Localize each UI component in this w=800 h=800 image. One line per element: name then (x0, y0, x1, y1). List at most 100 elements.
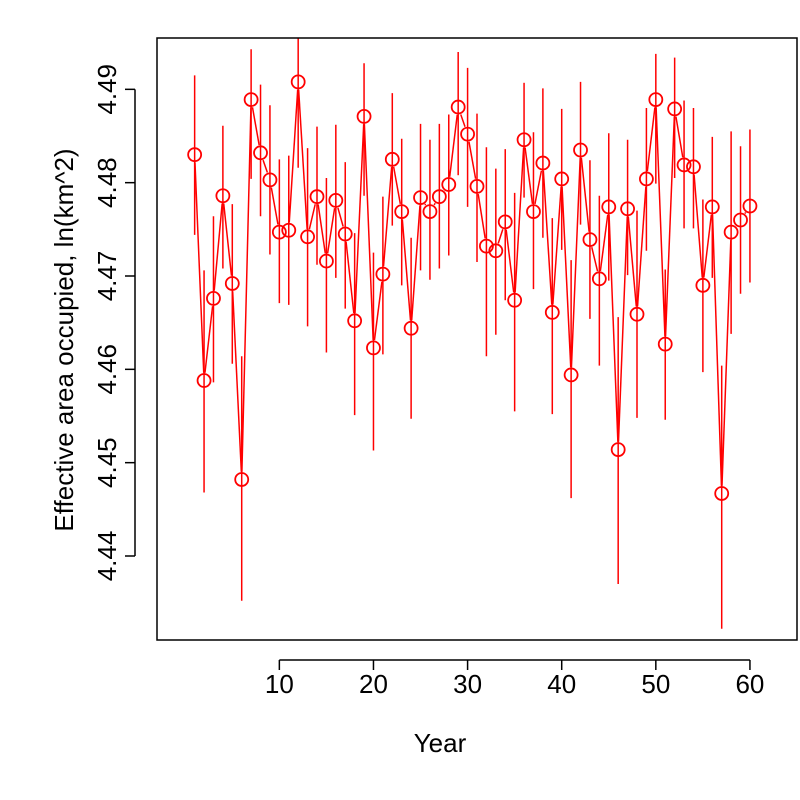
data-point (271, 224, 287, 240)
x-tick-label: 60 (735, 669, 764, 699)
series-line-segment (580, 157, 590, 232)
series-line-segment (534, 170, 543, 205)
data-point (657, 336, 673, 352)
data-point (262, 172, 278, 188)
data-point (620, 201, 635, 217)
data-point (648, 92, 664, 107)
series-line-segment (703, 214, 713, 278)
data-point (224, 276, 240, 291)
series-line-segment (262, 159, 269, 173)
series-line-segment (542, 170, 553, 305)
y-tick-label: 4.48 (92, 157, 122, 208)
series-line-segment (497, 229, 504, 244)
series-line-segment (222, 203, 233, 276)
data-point (714, 486, 730, 501)
data-point (554, 171, 570, 187)
data-point (187, 147, 203, 163)
series-line-segment (270, 187, 279, 225)
series-line-segment (433, 202, 436, 206)
data-point (526, 204, 541, 220)
series-line-segment (363, 124, 374, 341)
y-axis: 4.44 4.45 4.46 4.47 4.48 4.49 (92, 64, 136, 581)
data-point (347, 313, 363, 329)
series-line-segment (514, 147, 525, 293)
x-tick-label: 50 (641, 669, 670, 699)
data-point (639, 171, 654, 187)
data-point (366, 340, 381, 356)
series-line-segment (308, 204, 316, 230)
series-line-segment (401, 219, 412, 321)
series-line-segment (448, 114, 458, 177)
series-line-segment (345, 241, 355, 314)
data-point (686, 159, 701, 175)
data-point (441, 177, 457, 192)
series-line-segment (664, 116, 676, 337)
series-line-segment (231, 291, 243, 472)
series-line-segment (251, 107, 260, 146)
series-line-segment (693, 174, 704, 278)
data-point (460, 126, 475, 142)
data-point (535, 155, 551, 171)
data-point (375, 266, 391, 282)
data-point (695, 277, 711, 293)
data-point (573, 142, 588, 158)
series-line-segment (570, 157, 581, 368)
data-point (281, 222, 297, 238)
x-tick-label: 40 (547, 669, 576, 699)
series-layer (187, 38, 758, 629)
data-point (196, 373, 212, 388)
data-point (676, 157, 692, 173)
data-point (337, 226, 353, 242)
series-line-segment (599, 214, 609, 272)
series-line-segment (424, 203, 427, 206)
y-axis-label: Effective area occupied, ln(km^2) (49, 148, 79, 531)
series-line-segment (552, 186, 562, 305)
data-point (601, 199, 617, 215)
y-tick-label: 4.46 (92, 344, 122, 395)
data-point (544, 304, 560, 320)
y-tick-label: 4.45 (92, 437, 122, 488)
data-point (507, 292, 523, 308)
series-line-segment (241, 107, 252, 472)
series-line-segment (711, 214, 723, 486)
data-point (704, 199, 720, 215)
series-line-segment (721, 239, 732, 486)
x-tick-label: 10 (265, 669, 294, 699)
series-line-segment (617, 216, 629, 442)
series-line-segment (655, 107, 666, 337)
series-line-segment (627, 216, 638, 307)
y-tick-label: 4.49 (92, 64, 122, 115)
series-line-segment (297, 89, 308, 230)
series-line-segment (213, 203, 223, 291)
data-point (253, 145, 268, 161)
series-line-segment (524, 147, 534, 204)
x-axis-label: Year (414, 728, 467, 758)
series-line-segment (326, 207, 336, 254)
plot-frame (156, 37, 798, 641)
data-point (469, 178, 485, 194)
data-point (328, 192, 344, 208)
data-point (403, 320, 419, 336)
data-point (582, 232, 598, 248)
series-line-segment (194, 162, 205, 373)
series-line-segment (505, 229, 515, 293)
x-tick-label: 20 (359, 669, 388, 699)
data-point (497, 214, 513, 230)
series-line-segment (204, 306, 214, 373)
data-point (450, 99, 466, 115)
data-point (742, 198, 758, 214)
series-line-segment (373, 281, 383, 341)
data-point (667, 101, 683, 117)
data-point (234, 472, 250, 487)
series-line-segment (460, 114, 466, 128)
data-point (356, 109, 372, 124)
data-point (413, 190, 428, 206)
series-line-segment (410, 205, 421, 321)
data-point (300, 229, 315, 245)
series-line-segment (354, 124, 365, 314)
series-line-segment (675, 116, 684, 158)
series-line-segment (744, 212, 747, 214)
series-line-segment (608, 214, 619, 442)
data-point (319, 253, 334, 269)
